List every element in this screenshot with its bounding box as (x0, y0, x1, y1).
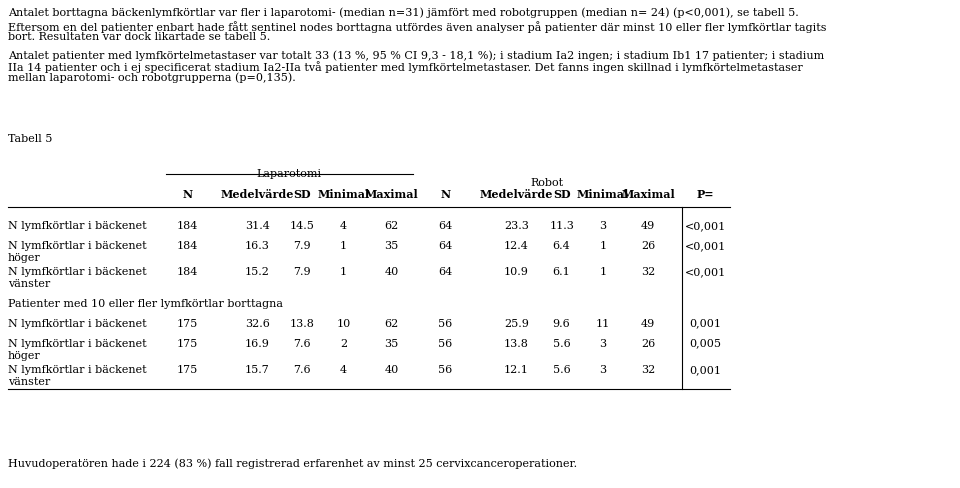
Text: 11.3: 11.3 (549, 221, 574, 231)
Text: mellan laparotomi- och robotgrupperna (p=0,135).: mellan laparotomi- och robotgrupperna (p… (8, 72, 296, 83)
Text: Robot: Robot (530, 178, 564, 188)
Text: 0,005: 0,005 (689, 339, 722, 348)
Text: 62: 62 (385, 319, 398, 328)
Text: 0,001: 0,001 (689, 365, 722, 375)
Text: 26: 26 (641, 241, 655, 251)
Text: 64: 64 (439, 267, 452, 277)
Text: 56: 56 (439, 319, 452, 328)
Text: 56: 56 (439, 365, 452, 375)
Text: SD: SD (294, 189, 311, 201)
Text: 12.4: 12.4 (504, 241, 529, 251)
Text: Tabell 5: Tabell 5 (8, 134, 52, 143)
Text: 32.6: 32.6 (245, 319, 270, 328)
Text: 31.4: 31.4 (245, 221, 270, 231)
Text: 184: 184 (177, 221, 198, 231)
Text: 175: 175 (177, 339, 198, 348)
Text: vänster: vänster (8, 377, 50, 387)
Text: 184: 184 (177, 267, 198, 277)
Text: 64: 64 (439, 221, 452, 231)
Text: N: N (441, 189, 450, 201)
Text: 7.9: 7.9 (294, 267, 311, 277)
Text: IIa 14 patienter och i ej specificerat stadium Ia2-IIa två patienter med lymfkör: IIa 14 patienter och i ej specificerat s… (8, 61, 803, 73)
Text: P=: P= (697, 189, 714, 201)
Text: 15.7: 15.7 (245, 365, 270, 375)
Text: 14.5: 14.5 (290, 221, 315, 231)
Text: 32: 32 (641, 365, 655, 375)
Text: 175: 175 (177, 319, 198, 328)
Text: 7.6: 7.6 (294, 339, 311, 348)
Text: 3: 3 (599, 365, 607, 375)
Text: <0,001: <0,001 (685, 267, 726, 277)
Text: 7.6: 7.6 (294, 365, 311, 375)
Text: 3: 3 (599, 221, 607, 231)
Text: N: N (182, 189, 192, 201)
Text: Antalet patienter med lymfkörtelmetastaser var totalt 33 (13 %, 95 % CI 9,3 - 18: Antalet patienter med lymfkörtelmetastas… (8, 51, 824, 61)
Text: <0,001: <0,001 (685, 241, 726, 251)
Text: 4: 4 (340, 221, 348, 231)
Text: 10: 10 (337, 319, 350, 328)
Text: Medelvärde: Medelvärde (480, 189, 553, 201)
Text: Antalet borttagna bäckenlymfkörtlar var fler i laparotomi- (median n=31) jämfört: Antalet borttagna bäckenlymfkörtlar var … (8, 8, 799, 19)
Text: 1: 1 (340, 241, 348, 251)
Text: 11: 11 (596, 319, 610, 328)
Text: 1: 1 (340, 267, 348, 277)
Text: 1: 1 (599, 267, 607, 277)
Text: Huvudoperatören hade i 224 (83 %) fall registrerad erfarenhet av minst 25 cervix: Huvudoperatören hade i 224 (83 %) fall r… (8, 459, 577, 469)
Text: 35: 35 (385, 241, 398, 251)
Text: N lymfkörtlar i bäckenet: N lymfkörtlar i bäckenet (8, 319, 146, 328)
Text: 40: 40 (385, 365, 398, 375)
Text: 10.9: 10.9 (504, 267, 529, 277)
Text: 49: 49 (641, 221, 655, 231)
Text: Maximal: Maximal (621, 189, 675, 201)
Text: 23.3: 23.3 (504, 221, 529, 231)
Text: 7.9: 7.9 (294, 241, 311, 251)
Text: 15.2: 15.2 (245, 267, 270, 277)
Text: Maximal: Maximal (365, 189, 419, 201)
Text: Eftersom en del patienter enbart hade fått sentinel nodes borttagna utfördes äve: Eftersom en del patienter enbart hade få… (8, 21, 827, 33)
Text: 184: 184 (177, 241, 198, 251)
Text: 16.9: 16.9 (245, 339, 270, 348)
Text: 25.9: 25.9 (504, 319, 529, 328)
Text: bort. Resultaten var dock likartade se tabell 5.: bort. Resultaten var dock likartade se t… (8, 32, 270, 41)
Text: 49: 49 (641, 319, 655, 328)
Text: 13.8: 13.8 (290, 319, 315, 328)
Text: N lymfkörtlar i bäckenet: N lymfkörtlar i bäckenet (8, 241, 146, 251)
Text: Minimal: Minimal (318, 189, 370, 201)
Text: 16.3: 16.3 (245, 241, 270, 251)
Text: 6.4: 6.4 (553, 241, 570, 251)
Text: N lymfkörtlar i bäckenet: N lymfkörtlar i bäckenet (8, 339, 146, 348)
Text: 9.6: 9.6 (553, 319, 570, 328)
Text: höger: höger (8, 253, 40, 263)
Text: Medelvärde: Medelvärde (221, 189, 294, 201)
Text: 56: 56 (439, 339, 452, 348)
Text: 26: 26 (641, 339, 655, 348)
Text: 175: 175 (177, 365, 198, 375)
Text: 0,001: 0,001 (689, 319, 722, 328)
Text: 1: 1 (599, 241, 607, 251)
Text: 5.6: 5.6 (553, 365, 570, 375)
Text: 2: 2 (340, 339, 348, 348)
Text: 35: 35 (385, 339, 398, 348)
Text: N lymfkörtlar i bäckenet: N lymfkörtlar i bäckenet (8, 221, 146, 231)
Text: Patienter med 10 eller fler lymfkörtlar borttagna: Patienter med 10 eller fler lymfkörtlar … (8, 299, 282, 308)
Text: 40: 40 (385, 267, 398, 277)
Text: <0,001: <0,001 (685, 221, 726, 231)
Text: 64: 64 (439, 241, 452, 251)
Text: 62: 62 (385, 221, 398, 231)
Text: 32: 32 (641, 267, 655, 277)
Text: N lymfkörtlar i bäckenet: N lymfkörtlar i bäckenet (8, 267, 146, 277)
Text: 5.6: 5.6 (553, 339, 570, 348)
Text: SD: SD (553, 189, 570, 201)
Text: 13.8: 13.8 (504, 339, 529, 348)
Text: 3: 3 (599, 339, 607, 348)
Text: 12.1: 12.1 (504, 365, 529, 375)
Text: Minimal: Minimal (577, 189, 629, 201)
Text: N lymfkörtlar i bäckenet: N lymfkörtlar i bäckenet (8, 365, 146, 375)
Text: vänster: vänster (8, 279, 50, 289)
Text: 4: 4 (340, 365, 348, 375)
Text: 6.1: 6.1 (553, 267, 570, 277)
Text: höger: höger (8, 350, 40, 361)
Text: Laparotomi: Laparotomi (257, 169, 322, 179)
